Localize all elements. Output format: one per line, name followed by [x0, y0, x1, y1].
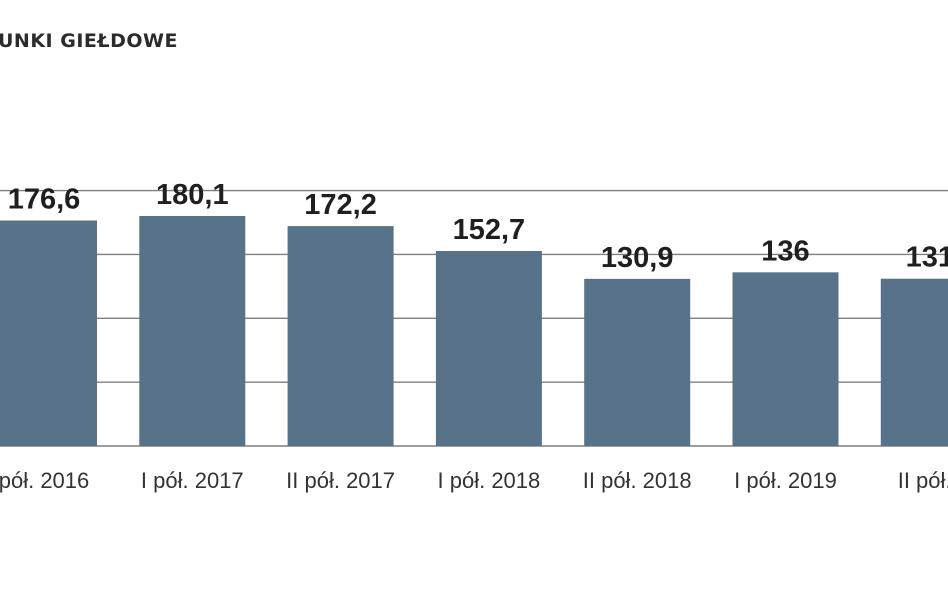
bar-4: [584, 278, 691, 446]
value-label-4: 130,9: [601, 242, 674, 274]
value-label-6: 131,: [906, 242, 948, 274]
bar-3: [435, 251, 542, 446]
category-label-5: I pół. 2019: [734, 468, 837, 493]
category-label-4: II pół. 2018: [583, 468, 692, 493]
bar-2: [287, 226, 394, 446]
category-label-2: II pół. 2017: [286, 468, 395, 493]
value-label-5: 136: [761, 235, 809, 267]
bars: [0, 216, 948, 446]
value-label-3: 152,7: [453, 214, 526, 246]
bar-5: [732, 272, 839, 446]
value-label-1: 180,1: [156, 179, 229, 211]
bar-1: [139, 216, 246, 446]
value-label-2: 172,2: [304, 189, 377, 221]
value-label-0: 176,6: [8, 183, 81, 215]
category-label-0: pół. 2016: [0, 468, 89, 493]
bar-6: [880, 278, 948, 446]
value-labels: 176,6 180,1 172,2 152,7 130,9 136 131,: [8, 179, 948, 274]
bar-0: [0, 220, 97, 446]
category-label-6: II pół. 2: [898, 468, 948, 493]
chart-title: UNKI GIEŁDOWE: [0, 30, 178, 52]
category-labels: pół. 2016 I pół. 2017 II pół. 2017 I pół. 2…: [0, 468, 948, 493]
category-label-1: I pół. 2017: [141, 468, 244, 493]
category-label-3: I pół. 2018: [438, 468, 541, 493]
